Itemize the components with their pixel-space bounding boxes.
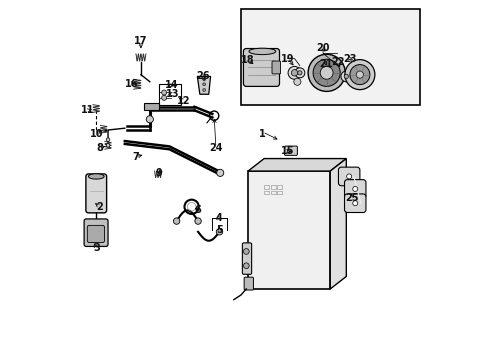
Text: 4: 4 xyxy=(216,212,223,222)
FancyBboxPatch shape xyxy=(242,243,251,274)
Text: 23: 23 xyxy=(343,54,356,64)
Circle shape xyxy=(216,229,222,235)
Bar xyxy=(241,9,419,105)
Circle shape xyxy=(346,174,351,179)
Circle shape xyxy=(203,83,205,86)
Polygon shape xyxy=(197,76,210,94)
FancyBboxPatch shape xyxy=(344,180,365,198)
Text: 10: 10 xyxy=(89,129,103,139)
Circle shape xyxy=(349,64,369,85)
Text: 9: 9 xyxy=(155,168,162,178)
Text: 20: 20 xyxy=(316,43,329,53)
Text: 18: 18 xyxy=(241,55,254,65)
Text: 19: 19 xyxy=(280,54,293,64)
Circle shape xyxy=(340,71,351,82)
Bar xyxy=(270,191,275,194)
Circle shape xyxy=(146,116,153,123)
Circle shape xyxy=(162,90,166,95)
Circle shape xyxy=(312,59,340,86)
Polygon shape xyxy=(329,158,346,289)
Circle shape xyxy=(106,138,110,141)
FancyBboxPatch shape xyxy=(87,225,104,243)
FancyBboxPatch shape xyxy=(284,146,297,156)
Text: 16: 16 xyxy=(125,78,139,89)
Bar xyxy=(144,103,159,111)
Polygon shape xyxy=(247,158,346,171)
Circle shape xyxy=(173,218,180,224)
Text: 17: 17 xyxy=(134,36,147,46)
Bar xyxy=(264,185,268,189)
Circle shape xyxy=(320,66,332,79)
Circle shape xyxy=(344,74,348,78)
Circle shape xyxy=(287,149,290,153)
Circle shape xyxy=(352,186,357,192)
Circle shape xyxy=(194,218,201,224)
Text: 7: 7 xyxy=(132,152,139,162)
FancyBboxPatch shape xyxy=(244,277,253,290)
FancyBboxPatch shape xyxy=(86,174,106,213)
Ellipse shape xyxy=(88,174,104,179)
Circle shape xyxy=(162,95,166,100)
FancyBboxPatch shape xyxy=(243,49,279,86)
Bar xyxy=(159,84,181,105)
Text: 24: 24 xyxy=(209,143,222,153)
Ellipse shape xyxy=(248,48,275,55)
Text: 22: 22 xyxy=(331,57,344,67)
FancyBboxPatch shape xyxy=(344,194,365,212)
Text: 1: 1 xyxy=(259,129,265,139)
Text: 5: 5 xyxy=(216,225,223,235)
Bar xyxy=(270,185,275,189)
Bar xyxy=(247,171,329,289)
Circle shape xyxy=(203,78,205,81)
Circle shape xyxy=(216,169,224,176)
Text: 8: 8 xyxy=(96,143,103,153)
Circle shape xyxy=(293,78,300,85)
Circle shape xyxy=(243,249,248,254)
Text: 13: 13 xyxy=(166,89,180,99)
Circle shape xyxy=(307,54,345,91)
Circle shape xyxy=(203,89,205,91)
Circle shape xyxy=(243,263,248,269)
Text: 14: 14 xyxy=(164,80,178,90)
Text: 26: 26 xyxy=(196,71,210,81)
Text: 6: 6 xyxy=(194,205,201,215)
Bar xyxy=(276,185,282,189)
FancyBboxPatch shape xyxy=(338,167,359,186)
Circle shape xyxy=(344,60,374,90)
Text: 2: 2 xyxy=(96,202,103,212)
Circle shape xyxy=(291,69,297,76)
Text: 21: 21 xyxy=(319,59,332,69)
Bar xyxy=(276,191,282,194)
Circle shape xyxy=(294,68,304,78)
Text: 3: 3 xyxy=(93,243,100,253)
Bar xyxy=(264,191,268,194)
Circle shape xyxy=(352,201,357,206)
Circle shape xyxy=(287,66,300,79)
Text: 15: 15 xyxy=(280,147,293,157)
FancyBboxPatch shape xyxy=(271,61,280,74)
Text: 11: 11 xyxy=(81,105,95,115)
Text: 25: 25 xyxy=(344,193,358,203)
Circle shape xyxy=(356,71,363,78)
Circle shape xyxy=(106,144,110,147)
Circle shape xyxy=(297,71,302,75)
FancyBboxPatch shape xyxy=(84,219,108,247)
Text: 12: 12 xyxy=(177,96,190,107)
